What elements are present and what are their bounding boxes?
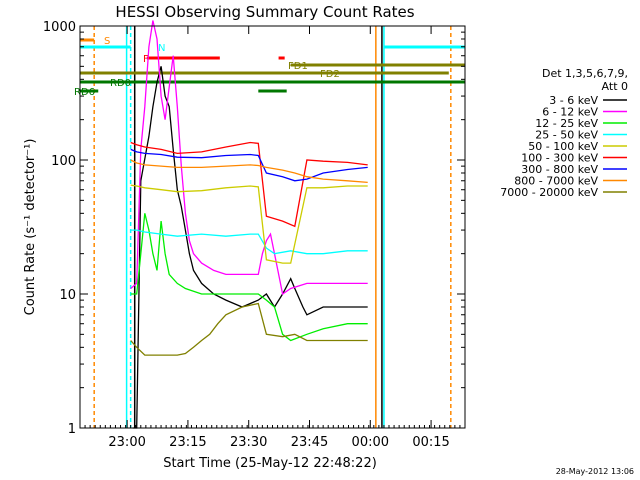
flag-label-fd1: FD1: [288, 61, 308, 72]
y-axis-label: Count Rate (s⁻¹ detector⁻¹): [23, 139, 38, 316]
x-tick-label: 00:15: [412, 435, 449, 450]
series-layer: [130, 20, 368, 429]
series-line-6: [130, 148, 368, 182]
y-axis: 1 10 100 1000: [43, 20, 465, 437]
legend-label-0: 3 - 6 keV: [549, 94, 598, 107]
x-tick-label: 23:30: [230, 435, 267, 450]
y-tick-label: 10: [59, 288, 76, 303]
y-tick-label: 1000: [43, 20, 76, 35]
series-line-8: [130, 302, 368, 356]
chart-title: HESSI Observing Summary Count Rates: [115, 3, 414, 21]
series-line-0: [132, 66, 368, 429]
flag-label-rd0: RD0: [110, 78, 131, 89]
legend-label-4: 50 - 100 keV: [528, 140, 598, 153]
flag-label-rd6: RD6: [74, 87, 95, 98]
x-axis: 23:00 23:15 23:30 23:45 00:00 00:15: [79, 26, 466, 450]
plot-area: [93, 26, 452, 428]
legend-label-1: 6 - 12 keV: [542, 106, 598, 119]
series-line-2: [130, 213, 368, 342]
series-line-3: [130, 229, 368, 255]
series-line-5: [130, 141, 368, 228]
y-tick-label: 1: [68, 422, 76, 437]
legend-label-8: 7000 - 20000 keV: [500, 186, 598, 199]
footer-date: 28-May-2012 13:06: [556, 467, 634, 476]
x-tick-label: 00:00: [352, 435, 389, 450]
flag-label-s: S: [104, 36, 110, 47]
legend-label-7: 800 - 7000 keV: [514, 175, 598, 188]
legend-label-5: 100 - 300 keV: [521, 152, 598, 165]
legend-label-6: 300 - 800 keV: [521, 163, 598, 176]
legend-label-3: 25 - 50 keV: [535, 129, 598, 142]
x-axis-label: Start Time (25-May-12 22:48:22): [163, 456, 377, 471]
legend-label-2: 12 - 25 keV: [535, 117, 598, 130]
legend-header-line2: Att 0: [602, 80, 628, 93]
x-tick-label: 23:15: [169, 435, 206, 450]
y-tick-label: 100: [51, 154, 76, 169]
x-tick-label: 23:00: [108, 435, 145, 450]
x-tick-label: 23:45: [291, 435, 328, 450]
legend-header-line1: Det 1,3,5,6,7,9,: [542, 67, 628, 80]
flag-label-n: N: [158, 43, 165, 54]
series-line-7: [130, 159, 368, 184]
flag-label-f: F: [143, 54, 149, 65]
flags-layer: S NF FD1 FD2 RD0 RD6: [74, 36, 465, 98]
series-line-4: [130, 184, 368, 264]
series-line-1: [130, 20, 368, 296]
flag-label-fd2: FD2: [320, 69, 340, 80]
